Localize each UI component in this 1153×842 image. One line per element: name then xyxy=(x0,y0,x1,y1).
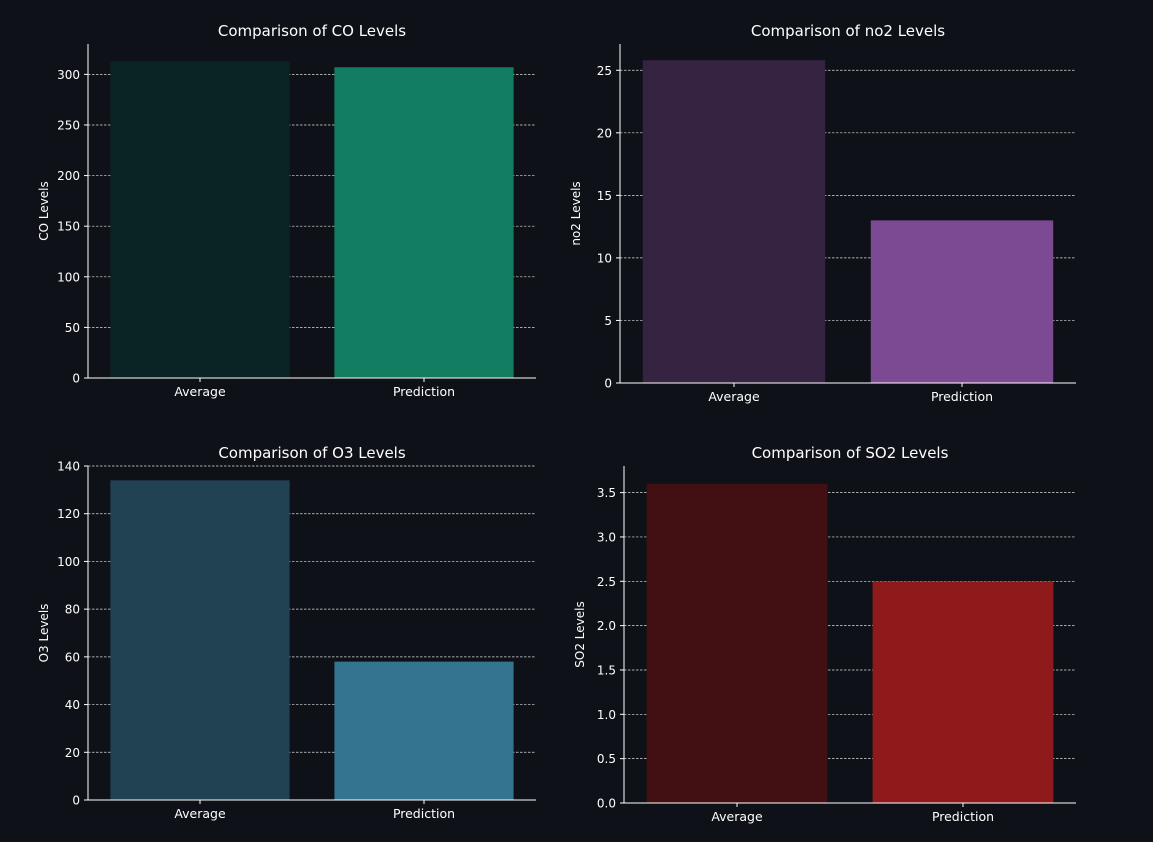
bar-average xyxy=(642,60,826,383)
y-tick-label: 0 xyxy=(604,377,612,391)
y-tick-label: 10 xyxy=(597,251,612,265)
x-tick-label: Prediction xyxy=(393,806,455,821)
y-axis-label: CO Levels xyxy=(37,181,51,241)
y-tick-label: 80 xyxy=(65,603,80,617)
y-axis-label: SO2 Levels xyxy=(573,601,587,667)
y-tick-label: 40 xyxy=(65,698,80,712)
bar-average xyxy=(110,61,290,379)
y-tick-label: 20 xyxy=(597,126,612,140)
co-chart: Average Prediction 0 50 100 150 200 250 300 Compa… xyxy=(0,0,560,410)
x-tick-label: Average xyxy=(174,384,226,399)
chart-title: Comparison of O3 Levels xyxy=(218,444,406,462)
y-tick-label: 1.5 xyxy=(597,663,616,677)
so2-chart-svg: Average Prediction 0.0 0.5 1.0 1.5 2.0 2.5 3.0 3.… xyxy=(573,444,1076,824)
y-tick-label: 20 xyxy=(65,746,80,760)
bar-average xyxy=(646,483,828,803)
x-tick-label: Prediction xyxy=(932,809,994,824)
y-axis-label: no2 Levels xyxy=(569,181,583,245)
x-tick-label: Prediction xyxy=(393,384,455,399)
bar-prediction xyxy=(334,67,514,379)
chart-title: Comparison of no2 Levels xyxy=(751,22,945,40)
y-tick-label: 0 xyxy=(72,372,80,386)
bar-prediction xyxy=(334,661,514,800)
y-tick-label: 2.0 xyxy=(597,619,616,633)
y-tick-label: 2.5 xyxy=(597,575,616,589)
y-tick-label: 15 xyxy=(597,189,612,203)
o3-chart: Average Prediction 0 20 40 60 80 100 120 140 Compa… xyxy=(0,422,560,842)
no2-chart: Average Prediction 0 5 10 15 20 25 Comparison of… xyxy=(560,0,1120,410)
y-axis-label: O3 Levels xyxy=(37,604,51,663)
y-tick-label: 150 xyxy=(57,220,80,234)
o3-chart-svg: Average Prediction 0 20 40 60 80 100 120 140 Compa… xyxy=(37,444,536,821)
y-tick-label: 140 xyxy=(57,460,80,474)
y-tick-label: 120 xyxy=(57,507,80,521)
co-chart-svg: Average Prediction 0 50 100 150 200 250 300 Compa… xyxy=(37,22,536,399)
bar-average xyxy=(110,480,290,800)
y-tick-label: 250 xyxy=(57,118,80,132)
bar-prediction xyxy=(870,220,1054,383)
y-tick-label: 300 xyxy=(57,68,80,82)
y-tick-label: 1.0 xyxy=(597,708,616,722)
y-tick-label: 5 xyxy=(604,314,612,328)
y-tick-label: 100 xyxy=(57,555,80,569)
chart-title: Comparison of SO2 Levels xyxy=(752,444,949,462)
y-tick-label: 200 xyxy=(57,169,80,183)
y-tick-label: 60 xyxy=(65,650,80,664)
y-tick-label: 25 xyxy=(597,64,612,78)
chart-title: Comparison of CO Levels xyxy=(218,22,406,40)
bar-prediction xyxy=(872,581,1054,803)
y-tick-label: 0.0 xyxy=(597,797,616,811)
no2-chart-svg: Average Prediction 0 5 10 15 20 25 Comparison of… xyxy=(569,22,1076,404)
so2-chart: Average Prediction 0.0 0.5 1.0 1.5 2.0 2.5 3.0 3.… xyxy=(560,422,1120,842)
x-tick-label: Average xyxy=(711,809,763,824)
x-tick-label: Average xyxy=(708,389,760,404)
y-tick-label: 50 xyxy=(65,321,80,335)
y-tick-label: 3.0 xyxy=(597,530,616,544)
y-tick-label: 100 xyxy=(57,270,80,284)
x-tick-label: Average xyxy=(174,806,226,821)
y-tick-label: 3.5 xyxy=(597,486,616,500)
y-tick-label: 0.5 xyxy=(597,752,616,766)
y-tick-label: 0 xyxy=(72,794,80,808)
x-tick-label: Prediction xyxy=(931,389,993,404)
